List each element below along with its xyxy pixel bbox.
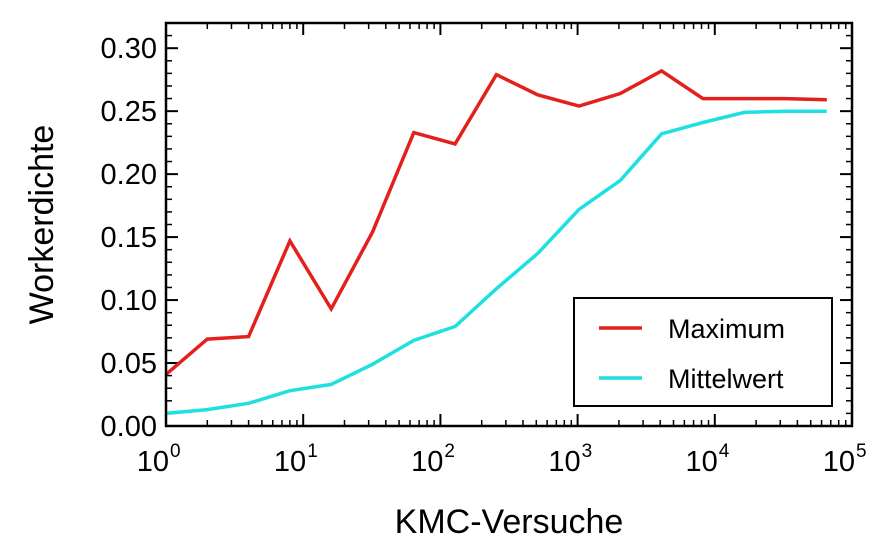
plot-frame	[164, 21, 854, 428]
x-axis-title: KMC-Versuche	[395, 503, 624, 541]
y-tick-label: 0.05	[101, 348, 157, 380]
x-tick-exponent: 2	[444, 441, 455, 462]
legend-box	[573, 297, 833, 407]
x-tick-label: 10	[274, 446, 306, 478]
x-tick-exponent: 1	[307, 441, 318, 462]
y-tick-label: 0.15	[101, 222, 157, 254]
y-tick-label: 0.20	[101, 159, 157, 191]
x-tick-label: 10	[411, 446, 443, 478]
series-line-maximum	[164, 68, 827, 376]
y-tick-label: 0.25	[101, 96, 157, 128]
y-tick-label: 0.00	[101, 411, 157, 443]
y-tick-label: 0.30	[101, 33, 157, 65]
x-tick-label: 10	[137, 446, 169, 478]
x-tick-label: 10	[686, 446, 718, 478]
legend: Maximum Mittelwert	[573, 297, 833, 407]
x-tick-exponent: 5	[856, 441, 867, 462]
series-line-mittelwert	[165, 109, 827, 416]
x-tick-label: 10	[548, 446, 580, 478]
x-tick-exponent: 0	[170, 441, 181, 462]
y-tick-label: 0.10	[101, 285, 157, 317]
legend-label-maximum: Maximum	[668, 314, 785, 344]
x-tick-label: 10	[823, 446, 855, 478]
y-axis-title: Workerdichte	[23, 125, 61, 325]
legend-label-mittelwert: Mittelwert	[668, 364, 784, 394]
x-tick-exponent: 4	[719, 441, 730, 462]
x-tick-exponent: 3	[582, 441, 593, 462]
series-lines	[164, 68, 827, 416]
